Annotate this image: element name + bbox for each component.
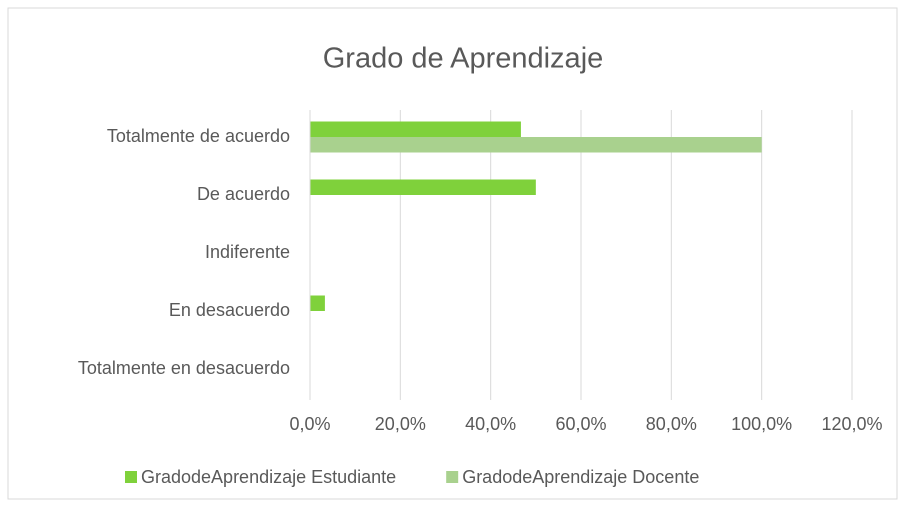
- bar: [310, 179, 536, 195]
- x-tick-label: 60,0%: [555, 414, 606, 434]
- x-tick-label: 0,0%: [289, 414, 330, 434]
- x-tick-label: 40,0%: [465, 414, 516, 434]
- y-tick-label: Totalmente de acuerdo: [107, 126, 290, 146]
- y-tick-label: Totalmente en desacuerdo: [78, 358, 290, 378]
- bar: [310, 295, 325, 311]
- x-tick-label: 80,0%: [646, 414, 697, 434]
- legend-swatch: [446, 471, 459, 483]
- y-tick-label: De acuerdo: [197, 184, 290, 204]
- legend-swatch: [125, 471, 137, 483]
- x-tick-label: 100,0%: [731, 414, 792, 434]
- bar: [310, 121, 521, 137]
- y-tick-label: En desacuerdo: [169, 300, 290, 320]
- chart-frame: [7, 7, 898, 500]
- chart-title: Grado de Aprendizaje: [323, 43, 604, 75]
- legend-label: GradodeAprendizaje Estudiante: [141, 467, 396, 487]
- x-tick-label: 20,0%: [375, 414, 426, 434]
- bar: [310, 137, 762, 153]
- y-tick-label: Indiferente: [205, 242, 290, 262]
- legend-label: GradodeAprendizaje Docente: [462, 467, 699, 487]
- x-tick-label: 120,0%: [821, 414, 882, 434]
